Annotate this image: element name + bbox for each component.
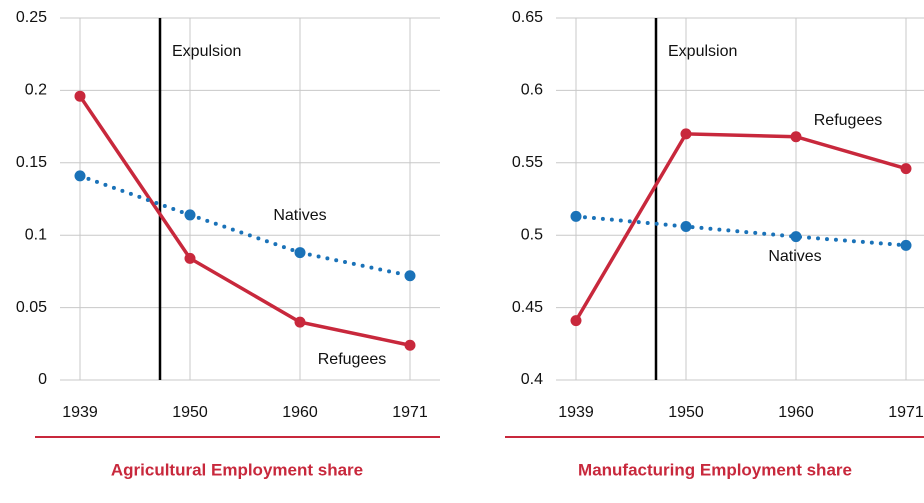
x-tick-label: 1960: [282, 404, 318, 421]
y-tick-label: 0.6: [521, 82, 543, 99]
data-point: [404, 270, 416, 282]
data-point: [900, 163, 912, 175]
chart: 0.4 0.45 0.5 0.55 0.6 0.65 1939 1950 1960 1971 Exp…: [505, 9, 924, 479]
x-tick-label: 1950: [668, 404, 704, 421]
data-point: [680, 221, 692, 233]
series-label: Refugees: [318, 351, 387, 368]
y-tick-label: 0.25: [16, 9, 47, 26]
data-point: [680, 128, 692, 140]
series-label: Natives: [273, 207, 326, 224]
series-line: [78, 173, 412, 278]
x-tick-label: 1971: [888, 404, 924, 421]
data-point: [790, 231, 802, 243]
series-line: [78, 94, 412, 347]
x-tick-label: 1950: [172, 404, 208, 421]
x-tick-label: 1960: [778, 404, 814, 421]
y-tick-label: 0.15: [16, 154, 47, 171]
y-tick-label: 0.1: [25, 226, 47, 243]
annotation: Expulsion: [172, 43, 241, 60]
chart-title: Agricultural Employment share: [111, 460, 363, 479]
y-tick-label: 0: [38, 371, 47, 388]
x-tick-label: 1971: [392, 404, 428, 421]
series-line: [574, 214, 908, 248]
data-point: [184, 209, 196, 221]
y-tick-label: 0.5: [521, 226, 543, 243]
y-tick-label: 0.55: [512, 154, 543, 171]
data-point: [900, 239, 912, 251]
series-label: Refugees: [814, 112, 883, 129]
data-point: [74, 170, 86, 182]
data-point: [74, 90, 86, 102]
data-point: [570, 210, 582, 222]
data-point: [404, 339, 416, 351]
series-line: [574, 132, 908, 323]
y-tick-label: 0.65: [512, 9, 543, 26]
series-label: Natives: [768, 248, 821, 265]
data-point: [184, 252, 196, 264]
data-point: [294, 316, 306, 328]
y-tick-label: 0.4: [521, 371, 543, 388]
data-point: [570, 315, 582, 327]
chart-title: Manufacturing Employment share: [578, 460, 852, 479]
y-tick-label: 0.2: [25, 82, 47, 99]
x-tick-label: 1939: [558, 404, 594, 421]
data-point: [294, 247, 306, 259]
data-point: [790, 131, 802, 143]
x-tick-label: 1939: [62, 404, 98, 421]
chart: 0 0.05 0.1 0.15 0.2 0.25 1939 1950 1960 1971 Expul…: [16, 9, 440, 479]
y-tick-label: 0.05: [16, 299, 47, 316]
y-tick-label: 0.45: [512, 299, 543, 316]
annotation: Expulsion: [668, 43, 737, 60]
